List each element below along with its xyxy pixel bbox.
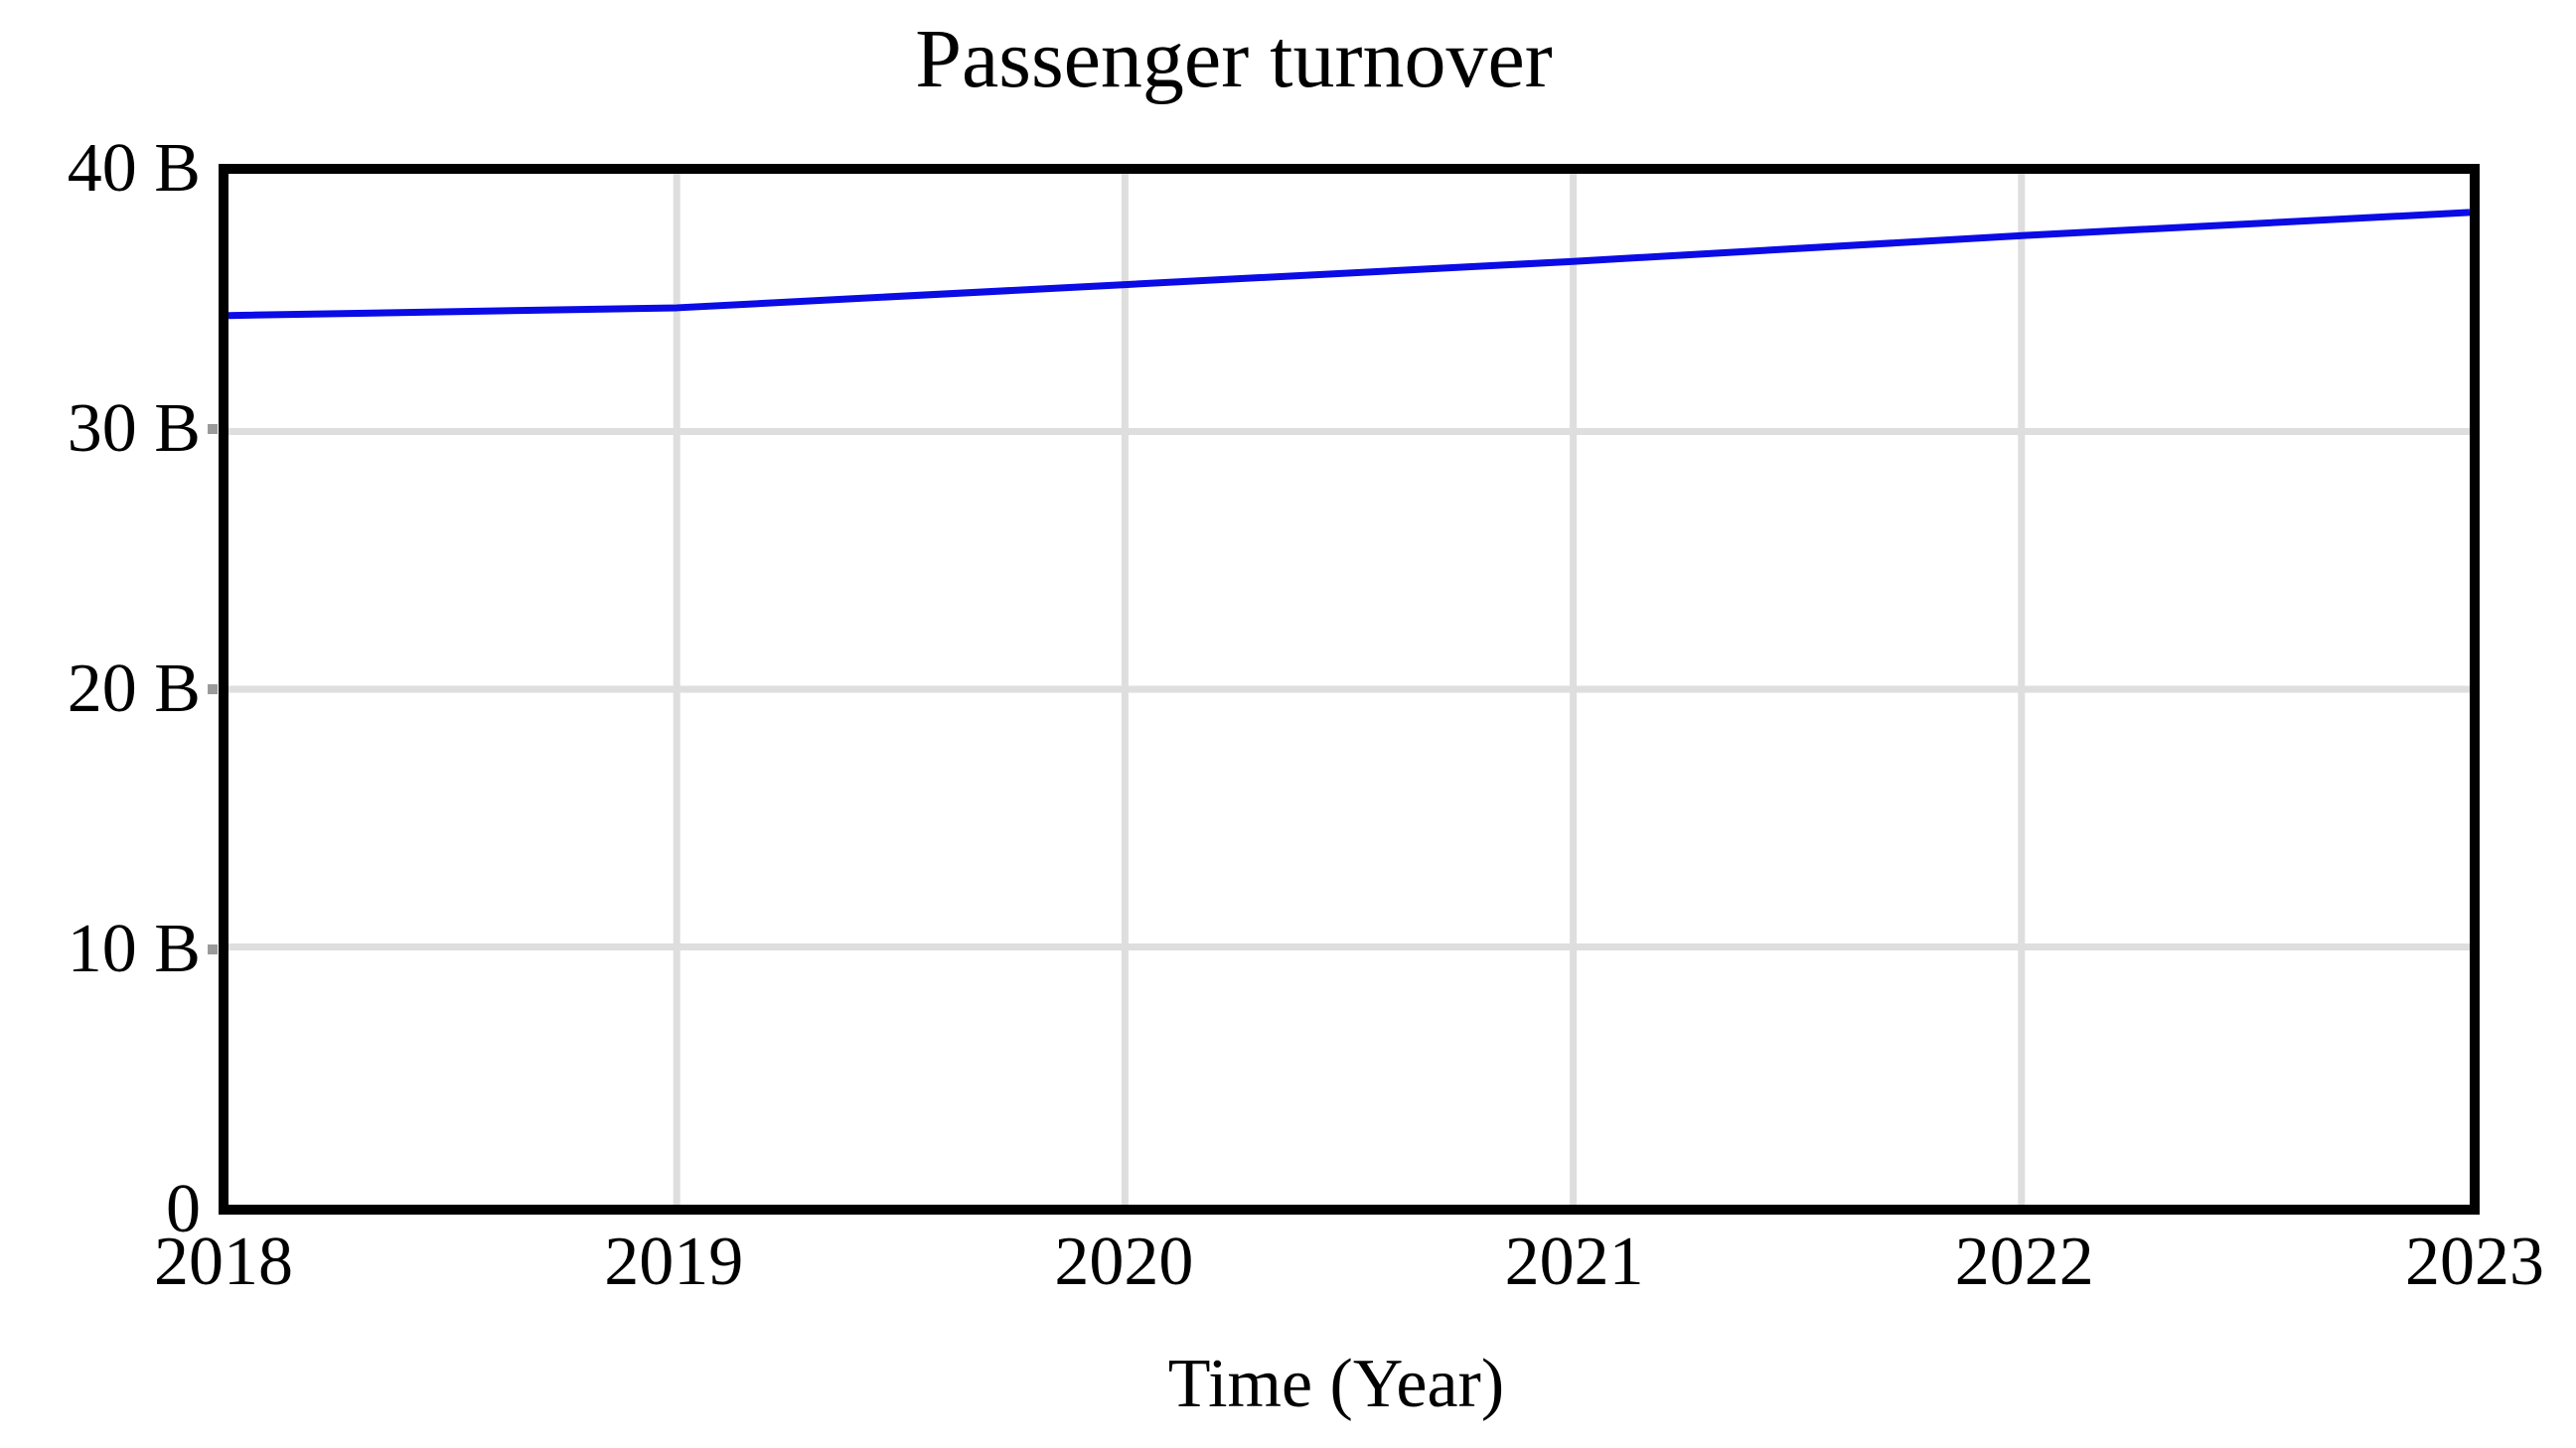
plot-canvas xyxy=(228,174,2470,1205)
y-tick-mark xyxy=(208,684,218,694)
y-tick-label: 20 B xyxy=(67,651,201,727)
y-tick-label: 30 B xyxy=(67,390,201,467)
y-tick-label: 10 B xyxy=(67,911,201,987)
chart-title: Passenger turnover xyxy=(915,13,1553,105)
y-tick-mark xyxy=(208,944,218,954)
y-tick-label: 0 xyxy=(166,1171,201,1247)
x-tick-label: 2022 xyxy=(1954,1224,2094,1300)
x-tick-label: 2023 xyxy=(2405,1224,2544,1300)
x-tick-label: 2020 xyxy=(1054,1224,1194,1300)
x-axis-title: Time (Year) xyxy=(1167,1346,1505,1422)
y-tick-label: 40 B xyxy=(67,130,201,207)
x-tick-label: 2018 xyxy=(154,1224,293,1300)
x-tick-label: 2019 xyxy=(604,1224,744,1300)
x-tick-label: 2021 xyxy=(1504,1224,1644,1300)
plot-area xyxy=(219,164,2480,1215)
data-line xyxy=(228,209,2470,320)
y-tick-mark xyxy=(208,424,218,434)
